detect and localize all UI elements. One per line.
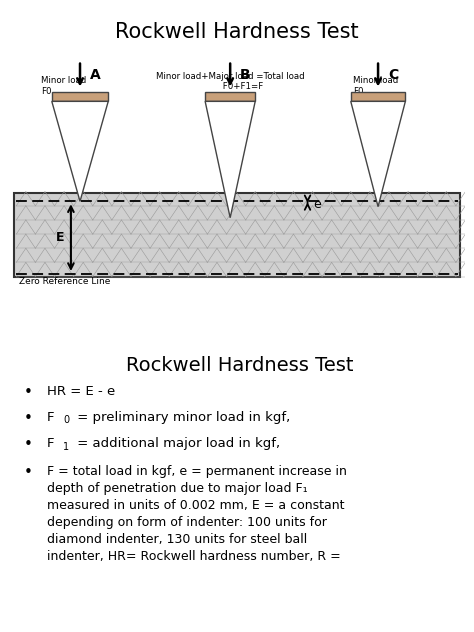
Text: HR = E - e: HR = E - e [47, 385, 115, 398]
Text: C: C [388, 68, 398, 82]
Text: B: B [239, 68, 250, 82]
Polygon shape [205, 101, 255, 217]
Bar [205, 92, 255, 101]
Text: •: • [24, 385, 33, 400]
Text: Minor load+Major load =Total load
         F0+F1=F: Minor load+Major load =Total load F0+F1=… [156, 72, 304, 91]
Text: •: • [24, 465, 33, 480]
Bar [351, 92, 405, 101]
Text: e: e [313, 198, 321, 210]
Text: •: • [24, 437, 33, 453]
Text: F = total load in kgf, e = permanent increase in
depth of penetration due to maj: F = total load in kgf, e = permanent inc… [47, 465, 347, 563]
Text: Minor load
F0: Minor load F0 [353, 76, 398, 95]
Text: 0: 0 [64, 415, 70, 425]
Text: A: A [90, 68, 101, 82]
Polygon shape [351, 101, 405, 207]
Text: Zero Reference Line: Zero Reference Line [18, 277, 110, 286]
Text: E: E [55, 231, 64, 244]
Text: = additional major load in kgf,: = additional major load in kgf, [73, 437, 280, 450]
Bar [52, 92, 108, 101]
Polygon shape [52, 101, 108, 202]
Text: Minor load
F0: Minor load F0 [41, 76, 87, 95]
Text: F: F [47, 437, 55, 450]
Text: Rockwell Hardness Test: Rockwell Hardness Test [115, 21, 359, 42]
Text: •: • [24, 411, 33, 426]
Text: 1: 1 [64, 442, 70, 452]
Text: = preliminary minor load in kgf,: = preliminary minor load in kgf, [73, 411, 290, 424]
Text: Rockwell Hardness Test: Rockwell Hardness Test [126, 356, 353, 375]
Text: F: F [47, 411, 55, 424]
Bar [14, 193, 460, 277]
